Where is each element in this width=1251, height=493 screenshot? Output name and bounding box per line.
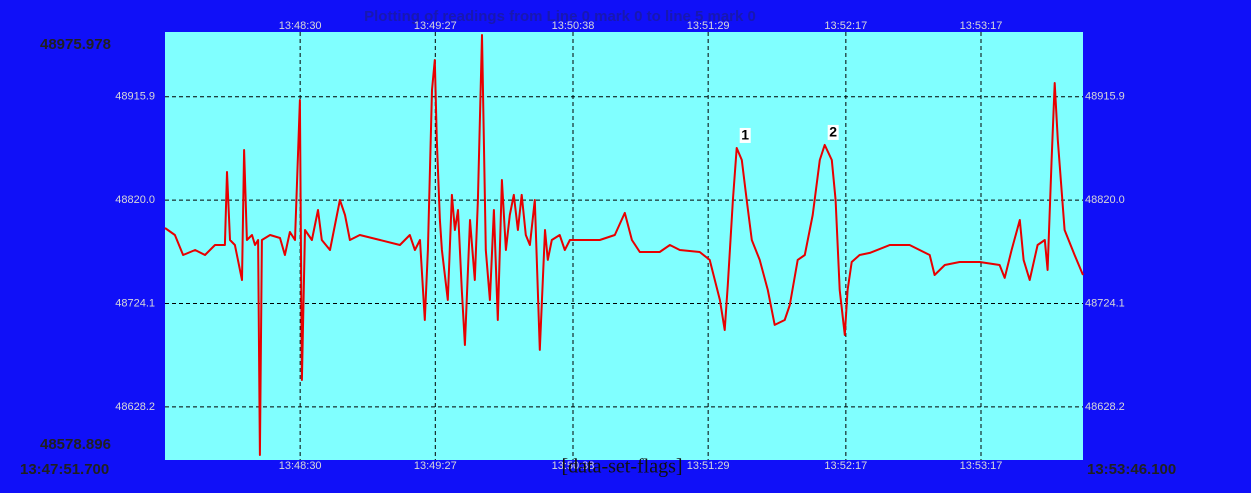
x-tick-label: 13:49:27 bbox=[414, 460, 457, 472]
y-tick-label-right: 48915.9 bbox=[1085, 91, 1125, 103]
y-tick-label: 48915.9 bbox=[115, 91, 155, 103]
y-max-label: 48975.978 bbox=[40, 36, 111, 53]
x-tick-label: 13:53:17 bbox=[960, 460, 1003, 472]
overlay-text: [data-set-flags] bbox=[561, 456, 682, 478]
annotation-box bbox=[739, 127, 751, 143]
x-tick-label: 13:50:38 bbox=[552, 460, 595, 472]
annotation-label: 2 bbox=[829, 124, 837, 140]
annotation-box bbox=[827, 124, 839, 140]
x-tick-label-top: 13:51:29 bbox=[687, 20, 730, 32]
x-tick-label-top: 13:53:17 bbox=[960, 20, 1003, 32]
data-line bbox=[164, 34, 1084, 456]
annotation-label: 1 bbox=[741, 127, 749, 143]
x-tick-label-top: 13:49:27 bbox=[414, 20, 457, 32]
x-tick-label: 13:48:30 bbox=[279, 460, 322, 472]
x-end-label: 13:53:46.100 bbox=[1087, 461, 1176, 478]
x-tick-label: 13:51:29 bbox=[687, 460, 730, 472]
y-tick-label: 48628.2 bbox=[115, 401, 155, 413]
x-tick-label-top: 13:52:17 bbox=[824, 20, 867, 32]
x-tick-label: 13:52:17 bbox=[824, 460, 867, 472]
y-tick-label-right: 48724.1 bbox=[1085, 297, 1125, 309]
y-min-label: 48578.896 bbox=[40, 436, 111, 453]
x-tick-label-top: 13:48:30 bbox=[279, 20, 322, 32]
y-tick-label-right: 48628.2 bbox=[1085, 401, 1125, 413]
plot-area bbox=[165, 32, 1083, 460]
y-tick-label: 48820.0 bbox=[115, 194, 155, 206]
y-tick-label-right: 48820.0 bbox=[1085, 194, 1125, 206]
y-tick-label: 48724.1 bbox=[115, 297, 155, 309]
chart-title: Plotting of readings from Line 0 mark 0 … bbox=[364, 8, 756, 25]
x-start-label: 13:47:51.700 bbox=[20, 461, 109, 478]
x-tick-label-top: 13:50:38 bbox=[552, 20, 595, 32]
